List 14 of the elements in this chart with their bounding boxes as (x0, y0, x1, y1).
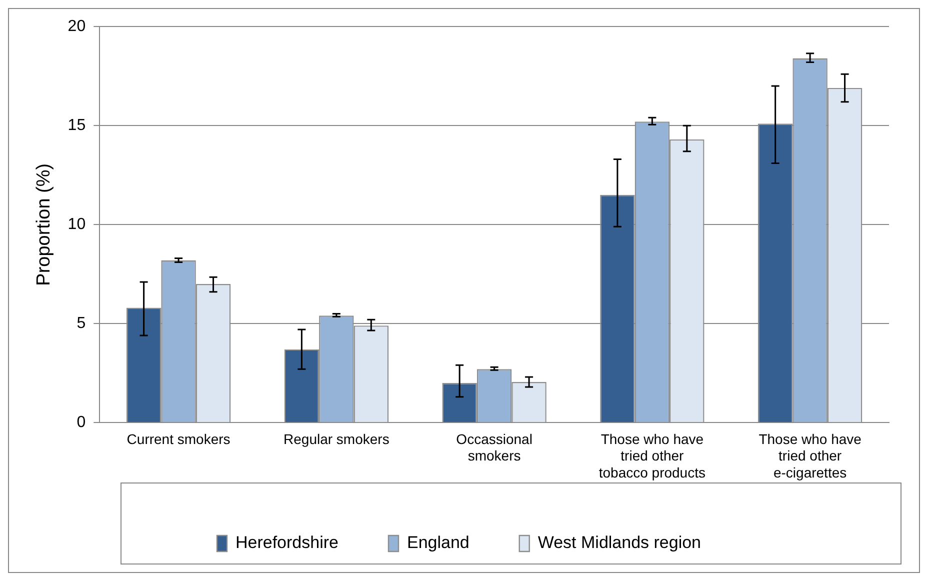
y-tick-label: 20 (68, 18, 86, 36)
legend-label: West Midlands region (538, 533, 702, 552)
legend-label: Herefordshire (235, 533, 338, 552)
x-tick-label: Regular smokers (284, 430, 390, 447)
y-tick-label: 5 (76, 315, 86, 332)
legend-label: England (406, 533, 470, 552)
y-tick-label: 10 (68, 216, 86, 234)
x-tick-label: Those who have tried other e-cigarettes (758, 430, 862, 480)
y-tick-label: 15 (68, 117, 86, 134)
y-tick-label: 0 (76, 414, 86, 432)
x-tick-label: Occassional smokers (456, 430, 532, 464)
x-tick-label: Those who have tried other tobacco products (598, 430, 706, 480)
y-axis-title: Proportion (%) (34, 163, 55, 286)
x-tick-label: Current smokers (126, 430, 230, 447)
